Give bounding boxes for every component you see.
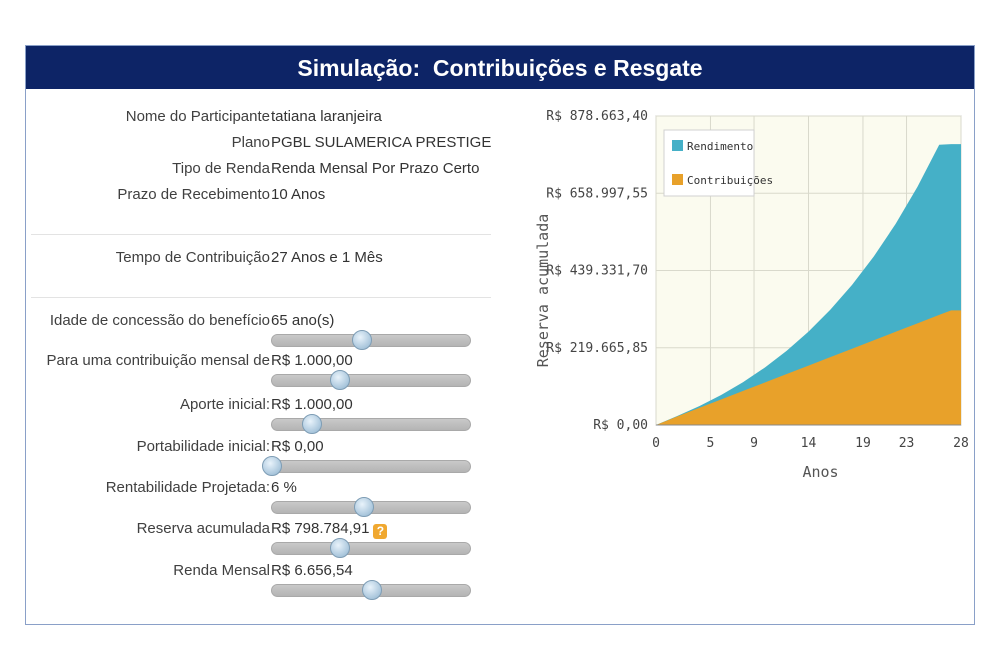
contribution-time-value: 27 Anos e 1 Mês (271, 249, 383, 266)
projected-return-label: Rentabilidade Projetada: (105, 479, 270, 496)
y-tick-label: R$ 219.665,85 (546, 341, 648, 356)
x-tick-label: 19 (855, 436, 871, 451)
monthly-contribution-value-text: R$ 1.000,00 (271, 352, 353, 369)
info-row-receiving-term: Prazo de Recebimento 10 Anos (26, 186, 496, 203)
initial-contribution-value-text: R$ 1.000,00 (271, 396, 353, 413)
projected-return-value-text: 6 % (271, 479, 297, 496)
legend-label-contribuicoes: Contribuições (687, 174, 773, 187)
slider-handle[interactable] (352, 330, 372, 350)
income-type-label: Tipo de Renda (172, 160, 270, 177)
benefit-age-slider[interactable] (271, 330, 471, 350)
initial-portability-label: Portabilidade inicial: (136, 438, 270, 455)
slider-row-projected-return: Rentabilidade Projetada: 6 % (26, 479, 496, 519)
accumulated-reserve-label: Reserva acumulada (136, 520, 270, 537)
info-row-participant: Nome do Participante tatiana laranjeira (26, 108, 496, 125)
accumulated-reserve-value-text: R$ 798.784,91 (271, 520, 370, 537)
plan-value: PGBL SULAMERICA PRESTIGE (271, 134, 492, 151)
x-tick-label: 28 (953, 436, 969, 451)
slider-row-initial-portability: Portabilidade inicial: R$ 0,00 (26, 438, 496, 478)
benefit-age-label: Idade de concessão do benefício (49, 312, 270, 329)
slider-handle[interactable] (330, 538, 350, 558)
divider (31, 297, 491, 298)
accumulated-reserve-slider[interactable] (271, 538, 471, 558)
simulation-panel: Simulação: Contribuições e Resgate Nome … (25, 45, 975, 625)
receiving-term-value: 10 Anos (271, 186, 326, 203)
projected-return-value: 6 % (271, 479, 297, 496)
area-contribuicoes (656, 310, 961, 425)
x-tick-label: 0 (652, 436, 660, 451)
accumulated-reserve-value: R$ 798.784,91? (271, 520, 388, 539)
plan-label: Plano (231, 134, 270, 151)
slider-row-monthly-income: Renda Mensal R$ 6.656,54 (26, 562, 496, 602)
y-axis-title: Reserva acumulada (534, 214, 552, 368)
slider-handle[interactable] (362, 580, 382, 600)
monthly-contribution-label: Para uma contribuição mensal de (46, 352, 270, 369)
y-tick-label: R$ 658.997,55 (546, 186, 648, 201)
contribution-time-label: Tempo de Contribuição (115, 249, 270, 266)
benefit-age-value: 65 ano(s) (271, 312, 334, 329)
x-tick-label: 23 (899, 436, 915, 451)
x-tick-label: 9 (750, 436, 758, 451)
x-axis-title: Anos (802, 463, 838, 481)
initial-contribution-value: R$ 1.000,00 (271, 396, 353, 413)
info-row-plan: Plano PGBL SULAMERICA PRESTIGE (26, 134, 496, 151)
slider-row-accumulated-reserve: Reserva acumulada R$ 798.784,91? (26, 520, 496, 560)
legend-swatch-contribuicoes (672, 174, 683, 185)
slider-handle[interactable] (302, 414, 322, 434)
legend-label-rendimento: Rendimento (687, 140, 753, 153)
divider (31, 234, 491, 235)
benefit-age-value-text: 65 ano(s) (271, 312, 335, 329)
initial-portability-value-text: R$ 0,00 (271, 438, 324, 455)
monthly-contribution-value: R$ 1.000,00 (271, 352, 353, 369)
y-tick-label: R$ 439.331,70 (546, 264, 648, 279)
legend-swatch-rendimento (672, 140, 683, 151)
initial-contribution-slider[interactable] (271, 414, 471, 434)
x-tick-label: 5 (707, 436, 715, 451)
slider-handle[interactable] (330, 370, 350, 390)
monthly-income-label: Renda Mensal (173, 562, 270, 579)
initial-contribution-label: Aporte inicial: (179, 396, 270, 413)
initial-portability-slider[interactable] (262, 456, 471, 476)
income-type-value: Renda Mensal Por Prazo Certo (271, 160, 480, 177)
projected-return-slider[interactable] (271, 497, 471, 517)
panel-title: Simulação: Contribuições e Resgate (26, 46, 974, 89)
slider-handle[interactable] (354, 497, 374, 517)
monthly-income-value: R$ 6.656,54 (271, 562, 353, 579)
slider-row-benefit-age: Idade de concessão do benefício 65 ano(s) (26, 312, 496, 352)
monthly-income-slider[interactable] (271, 580, 471, 600)
slider-row-initial-contribution: Aporte inicial: R$ 1.000,00 (26, 396, 496, 436)
monthly-income-value-text: R$ 6.656,54 (271, 562, 353, 579)
x-tick-label: 14 (801, 436, 817, 451)
info-row-contribution-time: Tempo de Contribuição 27 Anos e 1 Mês (26, 249, 496, 266)
receiving-term-label: Prazo de Recebimento (117, 186, 270, 203)
info-row-income-type: Tipo de Renda Renda Mensal Por Prazo Cer… (26, 160, 496, 177)
participant-label: Nome do Participante (125, 108, 270, 125)
y-tick-label: R$ 878.663,40 (546, 109, 648, 124)
initial-portability-value: R$ 0,00 (271, 438, 324, 455)
slider-row-monthly-contribution: Para uma contribuição mensal de R$ 1.000,… (26, 352, 496, 392)
help-icon[interactable]: ? (373, 524, 388, 539)
monthly-contribution-slider[interactable] (271, 370, 471, 390)
participant-value: tatiana laranjeira (271, 108, 382, 125)
accumulated-reserve-chart: 0 5 9 14 19 23 28 R$ 0,00 R$ 219.665,85 R$ 439.33… (534, 109, 969, 481)
y-tick-label: R$ 0,00 (593, 418, 648, 433)
slider-handle[interactable] (262, 456, 282, 476)
